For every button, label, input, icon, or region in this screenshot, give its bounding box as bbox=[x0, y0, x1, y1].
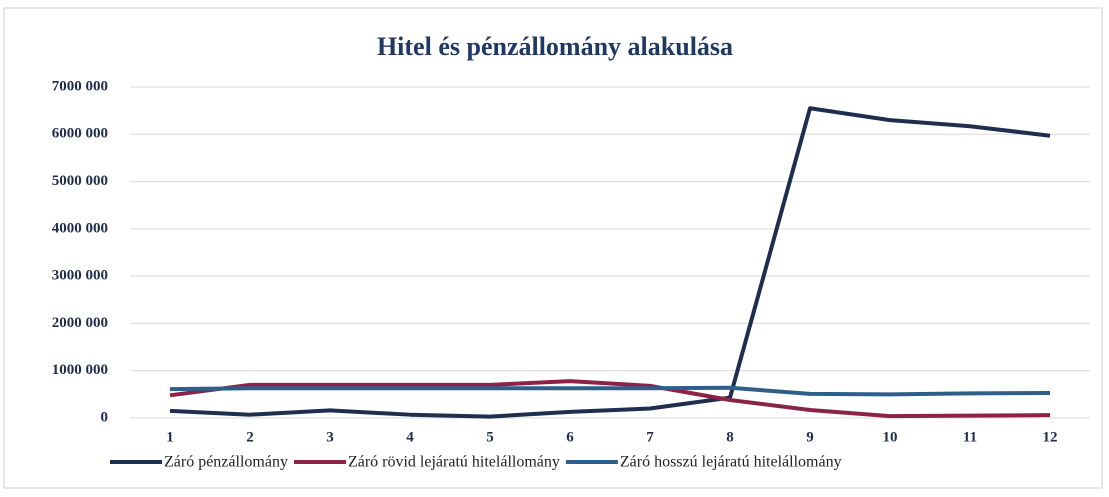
x-tick-label: 8 bbox=[726, 429, 734, 445]
chart-border bbox=[3, 7, 1103, 489]
y-tick-label: 3000 000 bbox=[52, 268, 108, 284]
x-tick-label: 4 bbox=[406, 429, 414, 445]
legend-label: Záró pénzállomány bbox=[164, 454, 288, 471]
x-tick-label: 6 bbox=[566, 429, 574, 445]
legend-label: Záró rövid lejáratú hitelállomány bbox=[348, 454, 560, 471]
x-tick-label: 1 bbox=[166, 429, 174, 445]
series-line bbox=[169, 106, 1051, 419]
y-tick-label: 4000 000 bbox=[52, 220, 108, 236]
chart-title: Hitel és pénzállomány alakulása bbox=[377, 32, 733, 61]
series-line bbox=[169, 385, 1051, 397]
y-tick-label: 0 bbox=[101, 409, 109, 425]
x-tick-label: 11 bbox=[963, 429, 977, 445]
y-tick-label: 2000 000 bbox=[52, 315, 108, 331]
x-tick-label: 3 bbox=[326, 429, 334, 445]
legend-label: Záró hosszú lejáratú hitelállomány bbox=[620, 454, 842, 471]
y-tick-label: 7000 000 bbox=[52, 78, 108, 94]
x-tick-label: 9 bbox=[806, 429, 814, 445]
x-tick-label: 10 bbox=[883, 429, 898, 445]
series-line bbox=[169, 379, 1051, 419]
y-tick-label: 1000 000 bbox=[52, 362, 108, 378]
x-tick-label: 2 bbox=[246, 429, 254, 445]
y-tick-label: 5000 000 bbox=[52, 173, 108, 189]
x-tick-label: 5 bbox=[486, 429, 494, 445]
x-tick-label: 12 bbox=[1043, 429, 1058, 445]
y-tick-label: 6000 000 bbox=[52, 126, 108, 142]
x-tick-label: 7 bbox=[646, 429, 654, 445]
